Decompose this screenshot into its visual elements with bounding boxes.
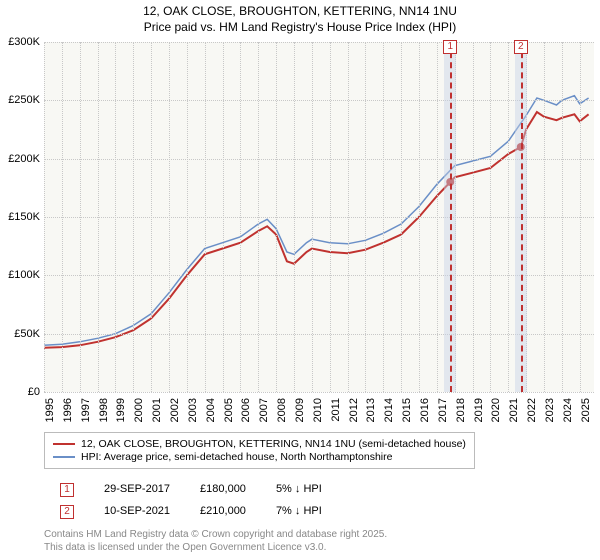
- y-axis-label: £0: [28, 386, 40, 398]
- y-axis-label: £250K: [8, 94, 40, 106]
- x-axis-label: 2018: [455, 398, 467, 422]
- x-axis-label: 1996: [62, 398, 74, 422]
- title-line1: 12, OAK CLOSE, BROUGHTON, KETTERING, NN1…: [143, 4, 457, 18]
- x-axis-label: 2011: [330, 398, 342, 422]
- legend-label: HPI: Average price, semi-detached house,…: [81, 451, 392, 463]
- x-axis-label: 2016: [419, 398, 431, 422]
- legend-swatch: [53, 443, 75, 445]
- x-axis-label: 2023: [544, 398, 556, 422]
- sale-delta: 5% ↓ HPI: [262, 480, 336, 500]
- legend-swatch: [53, 456, 75, 458]
- credit-line2: This data is licensed under the Open Gov…: [44, 542, 326, 553]
- sale-flag: 1: [60, 483, 74, 497]
- sale-date: 10-SEP-2021: [90, 502, 184, 522]
- y-axis-label: £300K: [8, 36, 40, 48]
- x-axis-label: 1998: [98, 398, 110, 422]
- marker-flag: 2: [514, 40, 528, 54]
- x-axis-label: 2024: [562, 398, 574, 422]
- y-axis-label: £50K: [14, 328, 40, 340]
- x-axis-label: 2014: [383, 398, 395, 422]
- x-axis-label: 2002: [169, 398, 181, 422]
- legend-row: HPI: Average price, semi-detached house,…: [53, 451, 466, 463]
- x-axis-label: 2020: [490, 398, 502, 422]
- x-axis-label: 2021: [508, 398, 520, 422]
- y-axis-label: £200K: [8, 153, 40, 165]
- marker-flag: 1: [443, 40, 457, 54]
- sale-row: 2 10-SEP-2021£210,0007% ↓ HPI: [46, 502, 336, 522]
- sale-row: 1 29-SEP-2017£180,0005% ↓ HPI: [46, 480, 336, 500]
- x-axis-label: 2006: [240, 398, 252, 422]
- x-axis-label: 2008: [276, 398, 288, 422]
- x-axis-label: 2001: [151, 398, 163, 422]
- x-axis-label: 2017: [437, 398, 449, 422]
- sale-price: £210,000: [186, 502, 260, 522]
- x-axis-label: 2013: [365, 398, 377, 422]
- title-line2: Price paid vs. HM Land Registry's House …: [144, 20, 456, 34]
- legend-row: 12, OAK CLOSE, BROUGHTON, KETTERING, NN1…: [53, 438, 466, 450]
- x-axis-label: 2010: [312, 398, 324, 422]
- x-axis-label: 2000: [133, 398, 145, 422]
- x-axis-label: 2007: [258, 398, 270, 422]
- x-axis-label: 2022: [526, 398, 538, 422]
- sale-price: £180,000: [186, 480, 260, 500]
- x-axis-label: 2004: [205, 398, 217, 422]
- marker-line: [521, 42, 523, 392]
- x-axis-label: 1997: [80, 398, 92, 422]
- series-hpi: [44, 96, 589, 346]
- credit-text: Contains HM Land Registry data © Crown c…: [44, 528, 387, 554]
- x-axis-label: 2005: [223, 398, 235, 422]
- x-axis-label: 2025: [580, 398, 592, 422]
- credit-line1: Contains HM Land Registry data © Crown c…: [44, 529, 387, 540]
- x-axis-label: 2003: [187, 398, 199, 422]
- legend: 12, OAK CLOSE, BROUGHTON, KETTERING, NN1…: [44, 432, 475, 469]
- y-axis-label: £100K: [8, 269, 40, 281]
- y-axis-label: £150K: [8, 211, 40, 223]
- sale-flag: 2: [60, 505, 74, 519]
- sale-date: 29-SEP-2017: [90, 480, 184, 500]
- sale-delta: 7% ↓ HPI: [262, 502, 336, 522]
- x-axis-label: 1995: [44, 398, 56, 422]
- chart-title: 12, OAK CLOSE, BROUGHTON, KETTERING, NN1…: [0, 0, 600, 35]
- series-property: [44, 112, 589, 348]
- x-axis-label: 2009: [294, 398, 306, 422]
- legend-label: 12, OAK CLOSE, BROUGHTON, KETTERING, NN1…: [81, 438, 466, 450]
- x-axis-label: 1999: [115, 398, 127, 422]
- sales-table: 1 29-SEP-2017£180,0005% ↓ HPI 2 10-SEP-2021…: [44, 478, 338, 524]
- x-axis-label: 2015: [401, 398, 413, 422]
- marker-line: [450, 42, 452, 392]
- x-axis-label: 2019: [473, 398, 485, 422]
- x-axis-label: 2012: [348, 398, 360, 422]
- chart-plot-area: £0£50K£100K£150K£200K£250K£300K199519961…: [44, 42, 594, 392]
